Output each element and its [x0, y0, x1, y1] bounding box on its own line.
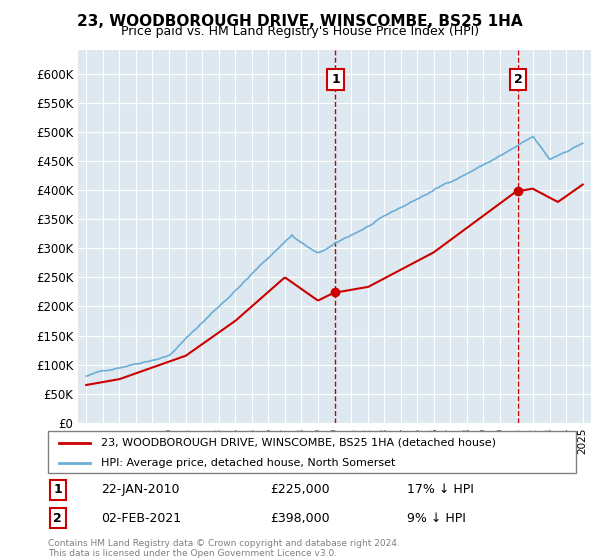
- Text: 17% ↓ HPI: 17% ↓ HPI: [407, 483, 474, 496]
- Text: 2: 2: [514, 73, 523, 86]
- Text: £225,000: £225,000: [270, 483, 329, 496]
- Text: Price paid vs. HM Land Registry's House Price Index (HPI): Price paid vs. HM Land Registry's House …: [121, 25, 479, 38]
- FancyBboxPatch shape: [48, 431, 576, 473]
- Text: 9% ↓ HPI: 9% ↓ HPI: [407, 512, 466, 525]
- Text: 23, WOODBOROUGH DRIVE, WINSCOMBE, BS25 1HA (detached house): 23, WOODBOROUGH DRIVE, WINSCOMBE, BS25 1…: [101, 438, 496, 448]
- Text: 22-JAN-2010: 22-JAN-2010: [101, 483, 179, 496]
- Text: 02-FEB-2021: 02-FEB-2021: [101, 512, 181, 525]
- Text: £398,000: £398,000: [270, 512, 329, 525]
- Text: 23, WOODBOROUGH DRIVE, WINSCOMBE, BS25 1HA: 23, WOODBOROUGH DRIVE, WINSCOMBE, BS25 1…: [77, 14, 523, 29]
- Text: HPI: Average price, detached house, North Somerset: HPI: Average price, detached house, Nort…: [101, 458, 395, 468]
- Text: 1: 1: [331, 73, 340, 86]
- Text: Contains HM Land Registry data © Crown copyright and database right 2024.
This d: Contains HM Land Registry data © Crown c…: [48, 539, 400, 558]
- Text: 1: 1: [53, 483, 62, 496]
- Text: 2: 2: [53, 512, 62, 525]
